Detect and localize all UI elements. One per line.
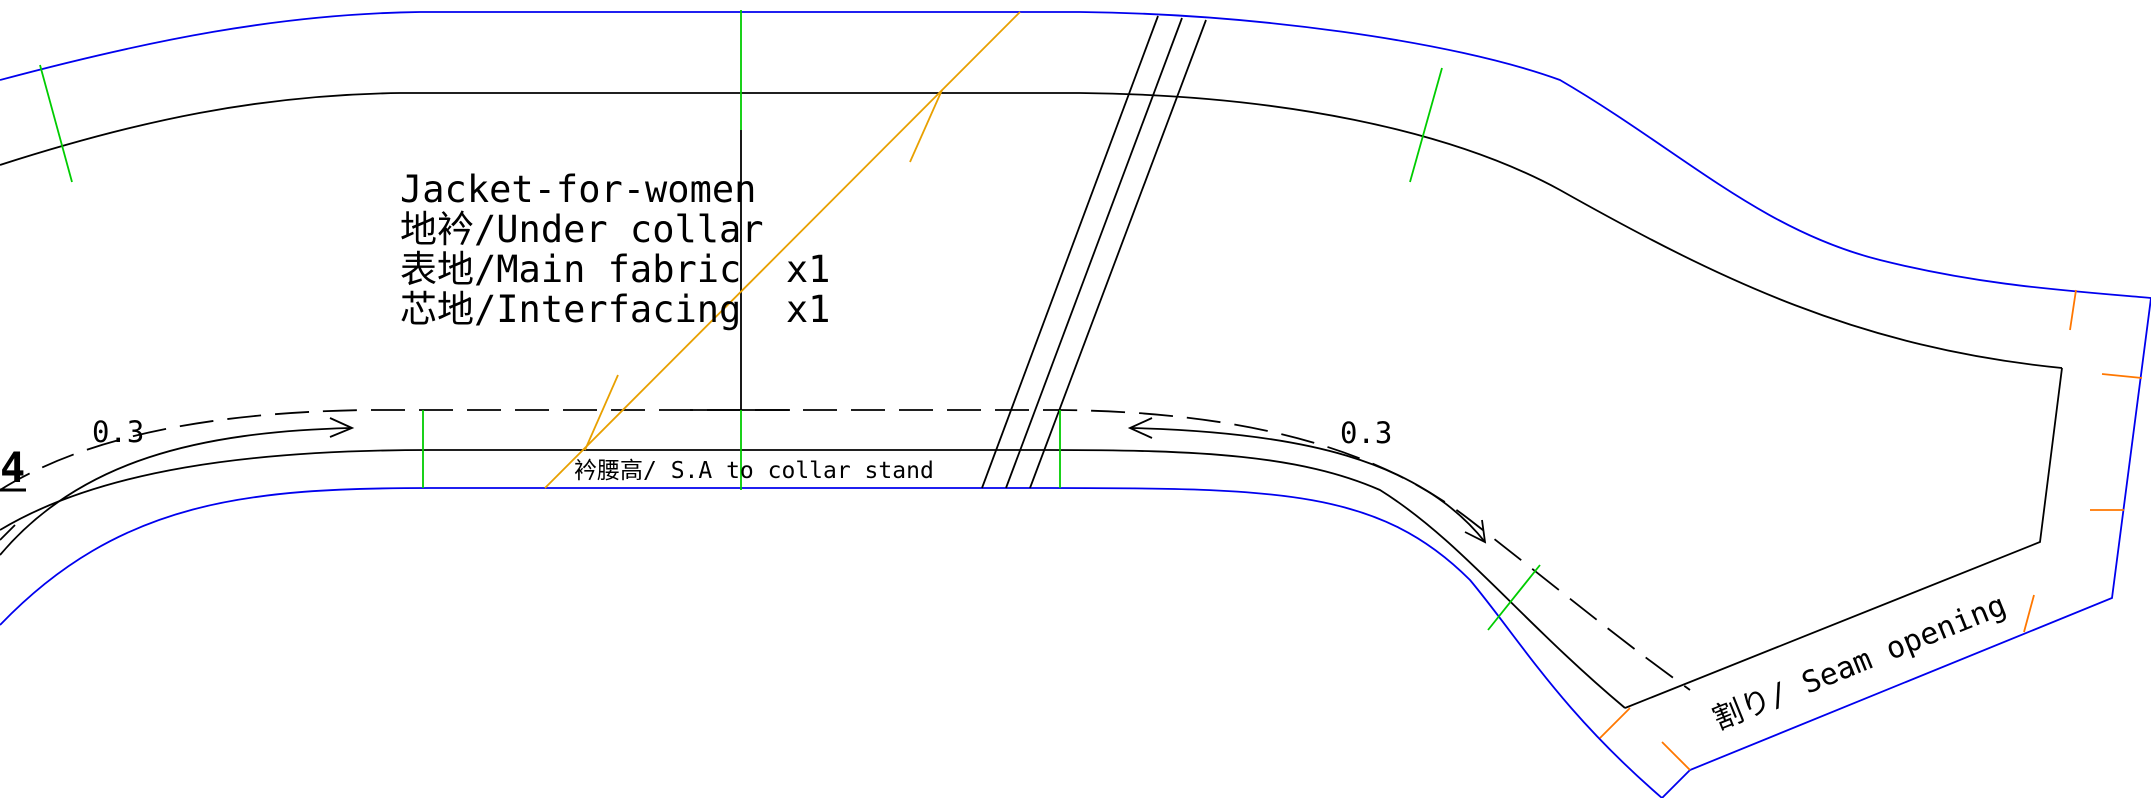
- title-line-4: 芯地/Interfacing x1: [400, 288, 830, 331]
- ease-arrow-right: [1129, 427, 1486, 543]
- balance-mark-right-top: [1409, 67, 1443, 183]
- title-line-2: 地衿/Under collar: [400, 208, 764, 251]
- ease-label-right: 0.3: [1340, 416, 1392, 450]
- balance-mark-curve: [1487, 564, 1541, 631]
- ease-arrow-right-head: [1127, 417, 1153, 439]
- piece-number: 4: [0, 443, 25, 492]
- bias-grain-arrow-top: [909, 89, 943, 163]
- bias-grain-arrow-bottom: [584, 374, 619, 451]
- title-line-1: Jacket-for-women: [400, 168, 756, 211]
- seam-line-bottom: [0, 449, 1626, 709]
- cut-line-right: [1661, 297, 2151, 798]
- collar-stand-label: 衿腰高/ S.A to collar stand: [574, 458, 934, 484]
- ease-label-left: 0.3: [92, 415, 144, 449]
- ease-arrow-left-tail: [0, 524, 16, 541]
- notch-5: [1599, 707, 1631, 739]
- balance-mark-left-top: [39, 64, 73, 183]
- roll-line: [0, 409, 1691, 691]
- bias-line-2: [1005, 17, 1183, 489]
- seam-opening-label: 割り/ Seam opening: [1708, 588, 2011, 738]
- ease-arrow-left-head: [329, 417, 355, 438]
- bias-line-1: [981, 15, 1159, 489]
- ease-arrow-left: [0, 427, 351, 556]
- notch-4: [2023, 594, 2035, 633]
- ease-arrow-right-head2: [1464, 519, 1487, 544]
- cut-line-bottom: [0, 487, 1663, 798]
- notch-1: [2069, 289, 2077, 331]
- seam-line-top: [0, 92, 2063, 369]
- notch-6: [1661, 741, 1691, 771]
- notch-2: [2101, 373, 2143, 379]
- centre-back-line: [690, 130, 790, 411]
- seam-line-right: [1624, 367, 2063, 709]
- cut-line-top: [0, 11, 2151, 299]
- bias-line-3: [1029, 19, 1207, 489]
- title-line-3: 表地/Main fabric x1: [400, 248, 830, 291]
